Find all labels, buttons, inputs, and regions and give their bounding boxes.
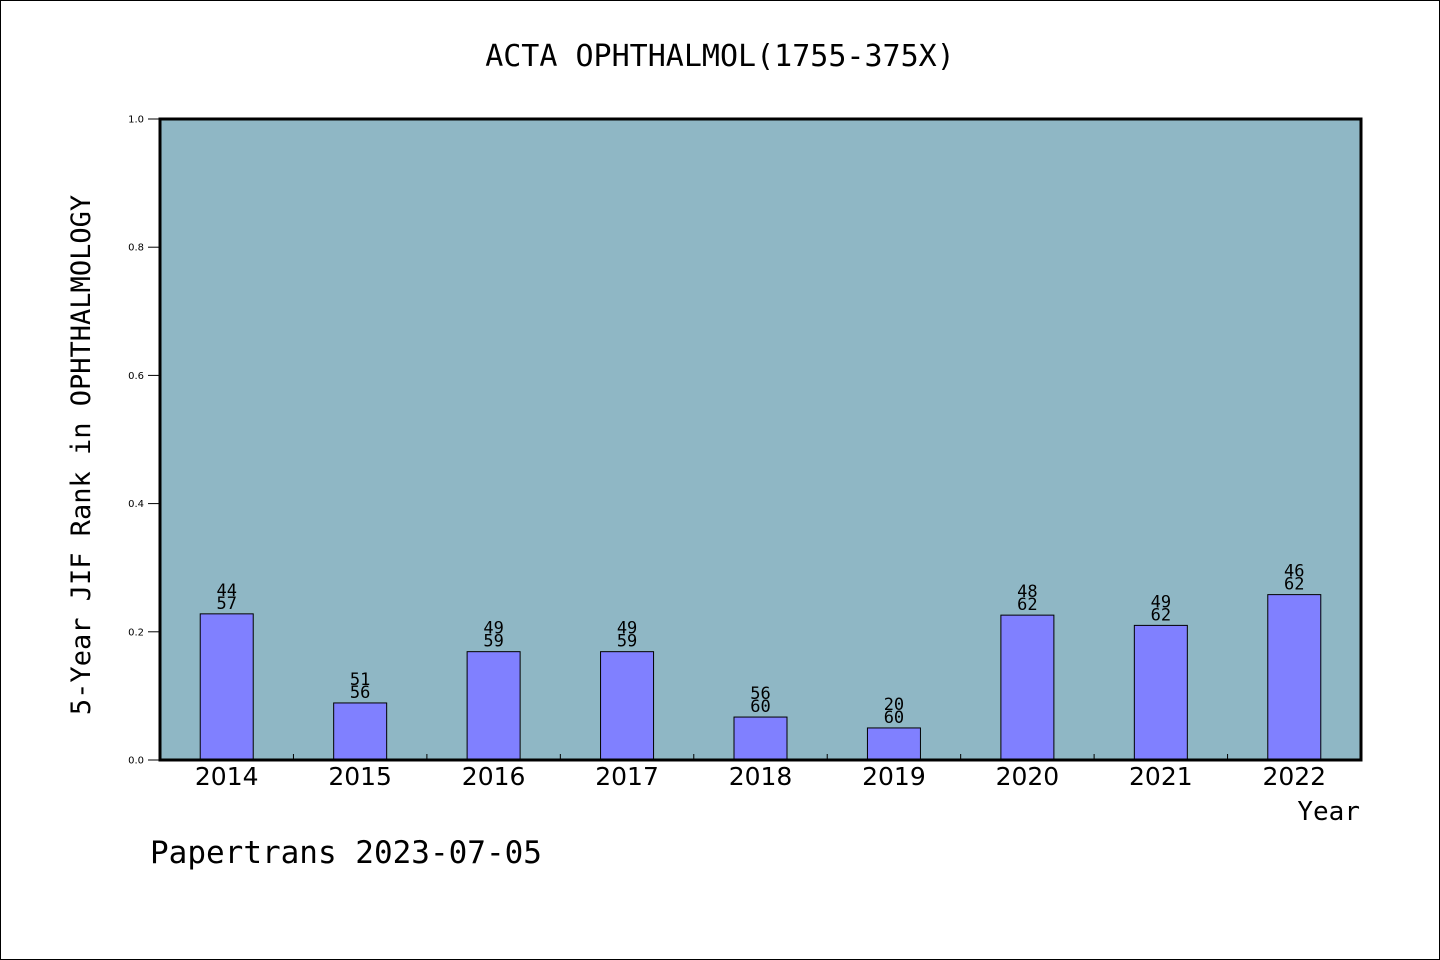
bar-label-bottom: 59 (617, 632, 637, 652)
y-tick-label: 0.4 (128, 499, 144, 510)
bar-label-top: 49 (1151, 592, 1171, 612)
y-axis-label: 5-Year JIF Rank in OPHTHALMOLOGY (66, 195, 97, 715)
bar-label-bottom: 56 (350, 683, 370, 703)
x-tick-label: 2016 (462, 762, 526, 791)
bar-2022 (1267, 594, 1322, 761)
x-tick-label: 2018 (729, 762, 793, 791)
bar-2017 (600, 651, 655, 761)
bar-2015 (333, 702, 388, 761)
footer-credit: Papertrans 2023-07-05 (150, 835, 542, 871)
bar-label-bottom: 62 (1151, 605, 1171, 625)
bar-2014 (199, 613, 254, 761)
bar-label-top: 20 (884, 695, 904, 715)
bar-label-top: 48 (1017, 582, 1037, 602)
bar-2018 (733, 716, 788, 761)
bar-label-top: 44 (216, 581, 236, 601)
bar-2020 (1000, 614, 1055, 761)
bar-2016 (466, 651, 521, 761)
bar-label-bottom: 62 (1284, 575, 1304, 595)
bar-label-bottom: 59 (483, 632, 503, 652)
x-tick-label: 2020 (996, 762, 1060, 791)
bar-label-top: 56 (750, 684, 770, 704)
x-tick-label: 2022 (1262, 762, 1326, 791)
bar-label-bottom: 60 (884, 708, 904, 728)
x-axis-label: Year (1297, 797, 1360, 827)
bar-label-bottom: 62 (1017, 595, 1037, 615)
y-tick-label: 0.2 (128, 627, 144, 638)
y-tick-label: 0.0 (128, 756, 144, 767)
x-tick-label: 2017 (595, 762, 659, 791)
x-axis: 2014 2015 2016 2017 2018 2019 2020 2021 2022 (195, 754, 1326, 791)
x-tick-label: 2019 (862, 762, 926, 791)
y-tick-label: 0.8 (128, 243, 144, 254)
bar-label-bottom: 57 (216, 594, 236, 614)
x-tick-label: 2015 (328, 762, 392, 791)
bar-2021 (1133, 624, 1188, 761)
x-tick-label: 2014 (195, 762, 259, 791)
chart-title: ACTA OPHTHALMOL(1755-375X) (485, 39, 955, 74)
y-tick-label: 0.6 (128, 371, 144, 382)
x-tick-label: 2021 (1129, 762, 1193, 791)
bar-label-top: 49 (617, 619, 637, 639)
y-tick-label: 1.0 (128, 115, 144, 126)
bar-label-top: 49 (483, 619, 503, 639)
bar-label-top: 46 (1284, 562, 1304, 582)
bar-label-top: 51 (350, 670, 370, 690)
y-axis: 0.0 0.2 0.4 0.6 0.8 1.0 (128, 115, 160, 767)
bar-label-bottom: 60 (750, 697, 770, 717)
bar-2019 (866, 727, 921, 761)
plot-border (158, 117, 1363, 762)
